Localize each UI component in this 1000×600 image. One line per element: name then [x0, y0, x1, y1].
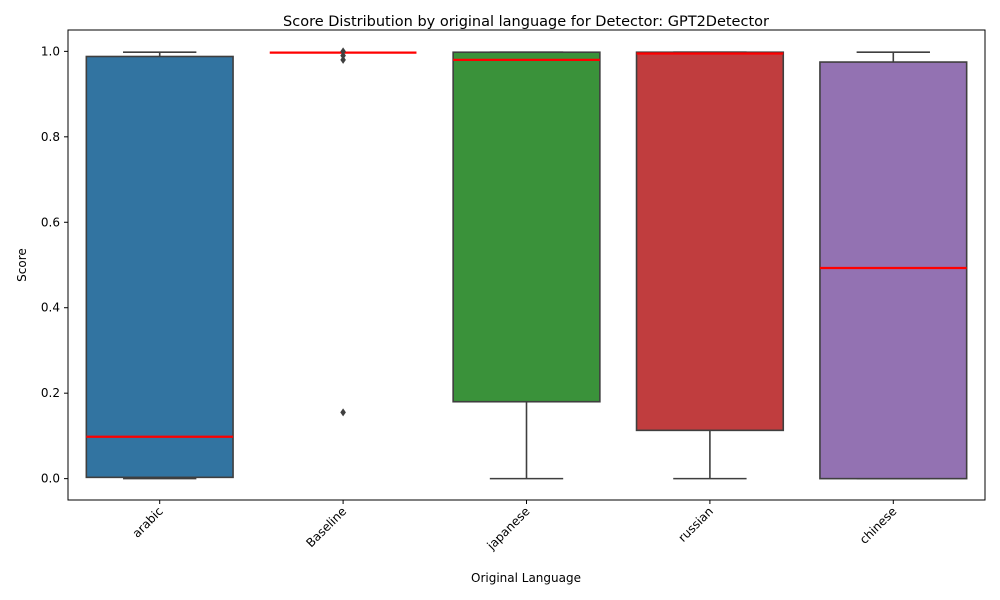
box-russian — [635, 51, 785, 480]
y-tick-label: 1.0 — [41, 44, 60, 58]
y-tick-label: 0.6 — [41, 215, 60, 229]
outlier-point — [340, 51, 346, 60]
box-baseline — [269, 47, 417, 417]
box-chinese — [819, 51, 968, 480]
chart-title: Score Distribution by original language … — [283, 14, 769, 30]
box-body — [635, 51, 785, 432]
y-tick-label: 0.2 — [41, 386, 60, 400]
y-tick-label: 0.8 — [41, 130, 60, 144]
box-body — [85, 55, 234, 479]
box-japanese — [452, 51, 601, 480]
box-body — [452, 51, 601, 403]
y-tick-label: 0.0 — [41, 472, 60, 486]
y-axis-label: Score — [15, 248, 29, 282]
y-tick-label: 0.4 — [41, 301, 60, 315]
plot-area — [85, 47, 968, 480]
y-axis: 0.0 0.2 0.4 0.6 0.8 1.0 — [41, 44, 68, 486]
box-body — [819, 61, 968, 480]
x-axis-label: Original Language — [471, 571, 581, 585]
outlier-point — [340, 408, 346, 417]
outlier-point — [340, 47, 346, 56]
outlier-point — [340, 55, 346, 64]
box-arabic — [85, 51, 234, 480]
